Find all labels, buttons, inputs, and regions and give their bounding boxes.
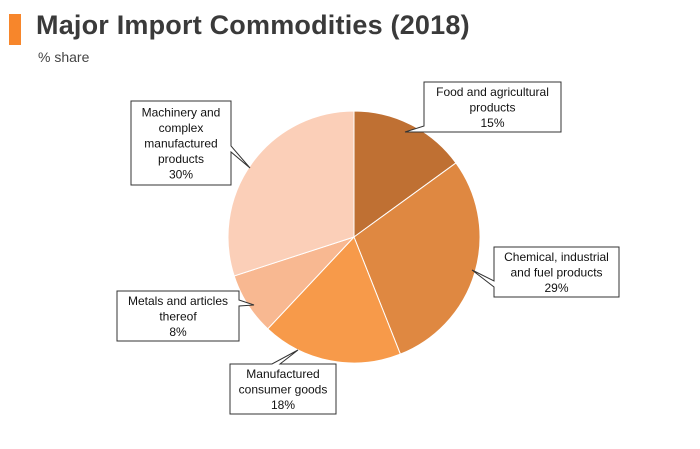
pie-slice — [227, 110, 355, 277]
slice-value-label: 29% — [544, 281, 568, 295]
slice-name-label: thereof — [159, 309, 197, 323]
chart-title: Major Import Commodities (2018) — [36, 10, 470, 40]
callout-box — [130, 100, 251, 186]
slice-name-label: Food and agricultural — [436, 85, 549, 99]
slice-name-label: and fuel products — [510, 265, 602, 279]
slice-value-label: 15% — [480, 116, 504, 130]
slice-name-label: Metals and articles — [128, 294, 228, 308]
slice-name-label: consumer goods — [239, 382, 328, 396]
callout-box — [471, 246, 620, 298]
slice-name-label: complex — [159, 121, 204, 135]
slice-value-label: 8% — [169, 325, 187, 339]
pie-slices — [227, 110, 481, 364]
slice-name-label: manufactured — [144, 136, 217, 150]
pie-callouts: Food and agriculturalproducts15%Chemical… — [116, 81, 620, 415]
callout-box — [404, 81, 562, 133]
callout-box — [116, 290, 255, 342]
pie-slice — [267, 236, 402, 364]
slice-name-label: Manufactured — [246, 367, 319, 381]
title-accent-bar — [9, 14, 21, 45]
callout-box — [229, 349, 337, 415]
slice-value-label: 30% — [169, 167, 193, 181]
slice-name-label: products — [469, 100, 515, 114]
chart-subtitle: % share — [38, 49, 90, 65]
slice-name-label: Machinery and — [142, 105, 221, 119]
pie-slice — [353, 110, 457, 238]
slice-name-label: products — [158, 152, 204, 166]
slice-name-label: Chemical, industrial — [504, 250, 609, 264]
slice-value-label: 18% — [271, 398, 295, 412]
